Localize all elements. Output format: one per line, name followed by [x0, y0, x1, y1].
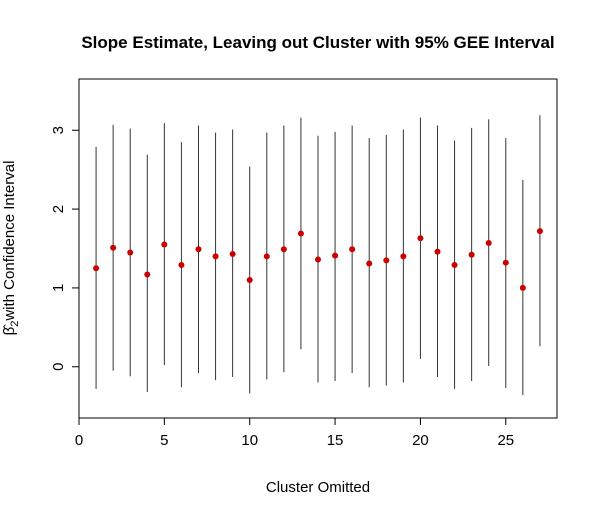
estimate-point	[383, 257, 390, 264]
x-tick-label: 20	[412, 432, 429, 449]
estimate-point	[536, 228, 543, 235]
y-tick-label: 2	[50, 205, 67, 213]
estimate-point	[110, 244, 117, 251]
y-axis-label-subscript: 2	[9, 321, 21, 327]
estimate-point	[400, 253, 407, 260]
estimate-point	[280, 246, 287, 253]
estimate-point	[144, 271, 151, 278]
y-axis-label-text: with Confidence Interval	[1, 161, 18, 322]
estimate-point	[451, 262, 458, 269]
estimate-point	[127, 249, 134, 256]
estimate-point	[519, 284, 526, 291]
estimate-point	[502, 259, 509, 266]
estimate-point	[434, 248, 441, 255]
estimate-point	[315, 256, 321, 263]
x-tick-label: 5	[160, 432, 168, 449]
estimate-point	[417, 235, 424, 242]
y-tick-label: 1	[50, 284, 67, 292]
estimate-point	[178, 262, 185, 269]
y-axis: 0 1 2 3	[50, 126, 79, 371]
x-tick-label: 0	[75, 432, 83, 449]
slope-estimates	[93, 228, 543, 291]
estimate-point	[263, 253, 270, 260]
estimate-point	[468, 251, 475, 258]
y-axis-label: β̂2with Confidence Interval	[1, 161, 21, 336]
plot-frame	[78, 78, 558, 419]
y-tick-label: 3	[50, 126, 67, 134]
y-axis-label-symbol: β̂	[1, 324, 18, 336]
estimate-point	[212, 253, 219, 260]
x-axis: 0 5 10 15 20 25	[75, 418, 514, 449]
estimate-point	[161, 241, 168, 248]
estimate-point	[366, 260, 373, 267]
x-tick-label: 10	[241, 432, 258, 449]
y-tick-label: 0	[50, 363, 67, 371]
estimate-point	[349, 246, 356, 253]
estimate-point	[246, 277, 253, 284]
x-axis-label: Cluster Omitted	[266, 479, 370, 496]
estimate-point	[297, 230, 304, 237]
x-tick-label: 25	[497, 432, 514, 449]
estimate-point	[93, 265, 100, 272]
chart-title: Slope Estimate, Leaving out Cluster with…	[81, 33, 554, 52]
estimate-point	[485, 239, 492, 246]
estimate-point	[195, 246, 202, 253]
estimate-point	[332, 252, 339, 259]
estimate-point	[229, 251, 236, 258]
x-tick-label: 15	[327, 432, 344, 449]
